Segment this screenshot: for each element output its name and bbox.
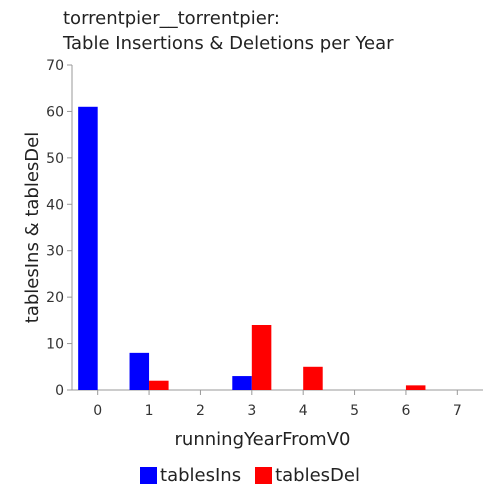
legend-label-tablesins: tablesIns (160, 465, 242, 486)
bar-tablesins (232, 376, 252, 390)
y-tick-label: 20 (46, 290, 64, 306)
x-tick-label: 4 (299, 403, 308, 419)
x-tick-label: 2 (196, 403, 205, 419)
x-axis-label: runningYearFromV0 (175, 429, 351, 450)
legend-swatch-tablesins (140, 467, 158, 484)
x-tick-label: 0 (93, 403, 102, 419)
x-tick-label: 6 (401, 403, 410, 419)
legend-item-tablesdel: tablesDel (255, 465, 360, 486)
y-tick-label: 60 (46, 104, 64, 120)
x-tick-label: 7 (453, 403, 462, 419)
x-tick-label: 1 (145, 403, 154, 419)
legend: tablesIns tablesDel (0, 465, 500, 486)
legend-swatch-tablesdel (255, 467, 273, 484)
legend-label-tablesdel: tablesDel (275, 465, 360, 486)
legend-item-tablesins: tablesIns (140, 465, 241, 486)
y-tick-label: 70 (46, 58, 64, 74)
y-tick-label: 50 (46, 151, 64, 167)
bar-tablesdel (303, 366, 323, 390)
chart-title-line1: torrentpier__torrentpier: (63, 8, 280, 29)
bar-tablesins (129, 352, 150, 390)
x-tick-label: 5 (350, 403, 359, 419)
y-axis-label: tablesIns & tablesDel (22, 132, 43, 323)
y-tick-label: 10 (46, 337, 64, 353)
bar-tablesdel (149, 380, 169, 390)
x-tick-label: 3 (247, 403, 256, 419)
bar-tablesdel (251, 325, 272, 390)
y-tick-label: 40 (46, 197, 64, 213)
chart-title-line2: Table Insertions & Deletions per Year (63, 33, 394, 54)
bar-tablesins (78, 106, 98, 391)
y-tick-label: 30 (46, 244, 64, 260)
bar-tablesdel (405, 385, 426, 390)
y-tick-label: 0 (55, 383, 64, 399)
